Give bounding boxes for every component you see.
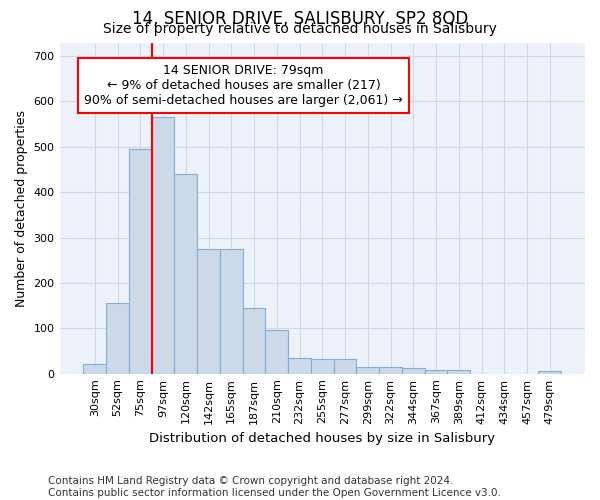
Bar bbox=[129, 149, 152, 374]
Text: Size of property relative to detached houses in Salisbury: Size of property relative to detached ho… bbox=[103, 22, 497, 36]
Bar bbox=[379, 367, 402, 374]
Bar bbox=[402, 368, 425, 374]
Bar bbox=[334, 359, 356, 374]
Bar bbox=[265, 330, 288, 374]
Bar bbox=[175, 174, 197, 374]
Bar bbox=[152, 118, 175, 374]
Text: Contains HM Land Registry data © Crown copyright and database right 2024.
Contai: Contains HM Land Registry data © Crown c… bbox=[48, 476, 501, 498]
Y-axis label: Number of detached properties: Number of detached properties bbox=[15, 110, 28, 306]
Text: 14, SENIOR DRIVE, SALISBURY, SP2 8QD: 14, SENIOR DRIVE, SALISBURY, SP2 8QD bbox=[132, 10, 468, 28]
Bar bbox=[242, 308, 265, 374]
Text: 14 SENIOR DRIVE: 79sqm
← 9% of detached houses are smaller (217)
90% of semi-det: 14 SENIOR DRIVE: 79sqm ← 9% of detached … bbox=[84, 64, 403, 107]
Bar bbox=[538, 370, 561, 374]
Bar bbox=[425, 370, 448, 374]
Bar bbox=[288, 358, 311, 374]
Bar bbox=[356, 367, 379, 374]
Bar bbox=[83, 364, 106, 374]
Bar bbox=[197, 249, 220, 374]
Bar bbox=[311, 358, 334, 374]
Bar bbox=[448, 370, 470, 374]
X-axis label: Distribution of detached houses by size in Salisbury: Distribution of detached houses by size … bbox=[149, 432, 496, 445]
Bar bbox=[220, 249, 242, 374]
Bar bbox=[106, 304, 129, 374]
